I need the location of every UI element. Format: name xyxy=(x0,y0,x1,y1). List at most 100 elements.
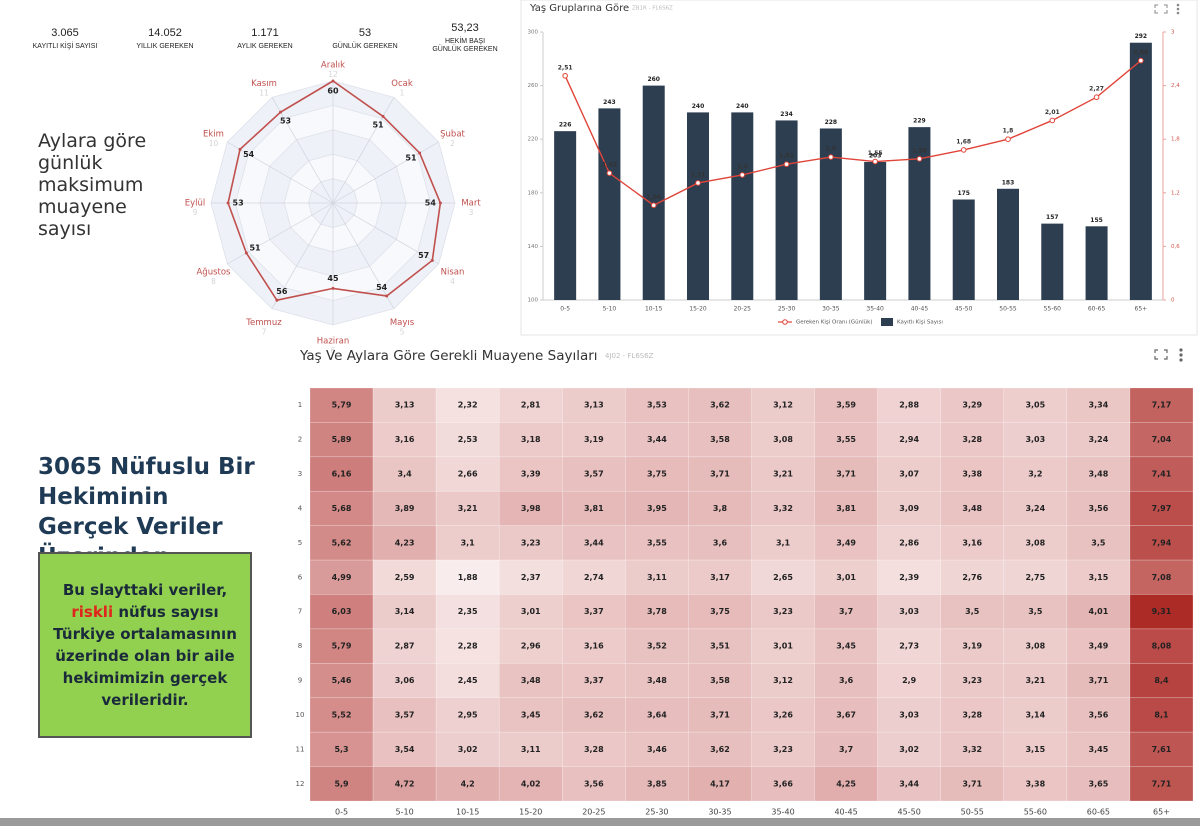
row-label: 12 xyxy=(296,780,305,788)
heat-cell-label: 7,08 xyxy=(1152,573,1172,582)
radar-category-label: Eylül xyxy=(185,199,206,209)
radar-point xyxy=(244,251,248,255)
radar-value-label: 54 xyxy=(376,283,388,292)
heat-cell-label: 3,58 xyxy=(710,435,730,444)
heat-cell-label: 3,01 xyxy=(521,607,541,616)
heat-cell-label: 3,32 xyxy=(773,504,793,513)
radar-point xyxy=(418,151,422,155)
radar-point xyxy=(430,258,434,262)
menu-dot[interactable] xyxy=(1176,7,1180,11)
chart-title: Yaş Ve Aylara Göre Gerekli Muayene Sayıl… xyxy=(299,348,598,364)
heat-cell-label: 3,13 xyxy=(395,401,415,410)
heat-cell-label: 3,44 xyxy=(647,435,667,444)
heat-cell xyxy=(498,628,563,664)
heat-cell xyxy=(1003,766,1068,802)
menu-dot[interactable] xyxy=(1179,353,1183,357)
y-tick-label: 260 xyxy=(528,83,539,89)
heat-cell-label: 3,23 xyxy=(962,676,982,685)
heat-cell-label: 3,7 xyxy=(839,607,853,616)
heat-cell-label: 3,38 xyxy=(1025,779,1045,788)
y-tick-label: 180 xyxy=(528,190,539,196)
radar-spoke xyxy=(271,97,334,204)
heat-cell xyxy=(940,766,1005,802)
heat-cell xyxy=(372,731,437,767)
heat-cell xyxy=(751,766,815,802)
radar-category-label: Kasım xyxy=(251,79,277,89)
heat-cell-label: 3,6 xyxy=(839,676,854,685)
menu-dot[interactable] xyxy=(1179,358,1183,362)
radar-spoke xyxy=(332,97,395,204)
note-after: nüfus sayısı Türkiye ortalamasının üzeri… xyxy=(53,603,237,709)
heat-cell-label: 3,14 xyxy=(1025,710,1045,719)
x-tick-label: 45-50 xyxy=(898,808,921,817)
heat-cell xyxy=(498,766,563,802)
row-label: 3 xyxy=(298,470,302,478)
radar-category-label: Haziran xyxy=(317,337,350,347)
heat-cell-label: 3,12 xyxy=(773,676,793,685)
heat-cell xyxy=(498,422,563,458)
heat-cell-label: 3,57 xyxy=(395,710,415,719)
heat-cell-label: 2,73 xyxy=(899,642,919,651)
heat-cell-label: 2,9 xyxy=(902,676,917,685)
x-tick-label: 35-40 xyxy=(771,808,794,817)
heat-cell-label: 3,48 xyxy=(1089,470,1109,479)
heat-cell xyxy=(814,490,878,526)
heat-cell-label: 3,26 xyxy=(773,710,793,719)
heat-cell xyxy=(625,731,689,767)
heat-cell xyxy=(372,766,437,802)
radar-category-label: Şubat xyxy=(440,130,465,140)
chart-subtitle: ZB1R - FL6S6Z xyxy=(632,6,673,12)
line-value-label: 1,55 xyxy=(868,150,883,157)
heat-cell xyxy=(561,422,626,458)
row-label: 6 xyxy=(298,573,303,581)
heat-cell-label: 3,1 xyxy=(776,538,791,547)
heat-cell xyxy=(751,628,815,664)
heat-cell xyxy=(814,525,878,561)
x-tick-label: 50-55 xyxy=(961,808,984,817)
heat-cell-label: 3,01 xyxy=(773,642,793,651)
x-tick-label: 30-35 xyxy=(708,808,731,817)
heat-cell xyxy=(940,594,1005,630)
bar xyxy=(1129,42,1152,300)
heat-cell-label: 3,03 xyxy=(899,607,919,616)
heatmap-icons[interactable] xyxy=(1154,348,1183,362)
heat-cell xyxy=(1129,525,1194,561)
heat-cell-label: 5,62 xyxy=(332,538,352,547)
menu-dot[interactable] xyxy=(1176,11,1180,15)
expand-icon[interactable] xyxy=(1154,4,1168,14)
heat-cell xyxy=(940,663,1005,699)
heat-cell-label: 3,78 xyxy=(647,607,667,616)
radar-spoke xyxy=(332,202,439,265)
heat-cell xyxy=(309,766,374,802)
heat-cell xyxy=(372,490,437,526)
heat-cell-label: 3,23 xyxy=(773,745,793,754)
menu-dot[interactable] xyxy=(1176,3,1180,7)
radar-category-number: 6 xyxy=(331,346,336,355)
heat-cell-label: 3,02 xyxy=(899,745,919,754)
heat-cell xyxy=(751,525,815,561)
heat-cell-label: 3,28 xyxy=(584,745,604,754)
x-tick-label: 60-65 xyxy=(1088,306,1106,313)
heat-cell-label: 7,97 xyxy=(1152,504,1172,513)
heat-cell xyxy=(877,628,942,664)
radar-point xyxy=(226,201,230,205)
heat-cell-label: 3,67 xyxy=(836,710,856,719)
line-value-label: 1,6 xyxy=(826,146,837,153)
heat-cell xyxy=(435,766,500,802)
heat-cell-label: 4,99 xyxy=(332,573,352,582)
heat-cell-label: 3,11 xyxy=(521,745,541,754)
expand-icon[interactable] xyxy=(1154,349,1168,360)
heat-cell xyxy=(688,490,752,526)
line-value-label: 1,42 xyxy=(602,162,617,169)
heat-cell xyxy=(814,663,878,699)
line-value-label: 1,68 xyxy=(956,138,971,145)
heat-cell-label: 3,07 xyxy=(899,470,919,479)
y-tick-label: 300 xyxy=(528,30,539,36)
menu-dot[interactable] xyxy=(1179,348,1183,352)
heat-cell-label: 2,28 xyxy=(458,642,478,651)
heat-cell xyxy=(435,594,500,630)
row-label: 9 xyxy=(298,677,302,685)
combo-icons[interactable] xyxy=(1154,3,1180,15)
radar-point xyxy=(238,147,242,151)
row-label: 4 xyxy=(298,504,303,512)
